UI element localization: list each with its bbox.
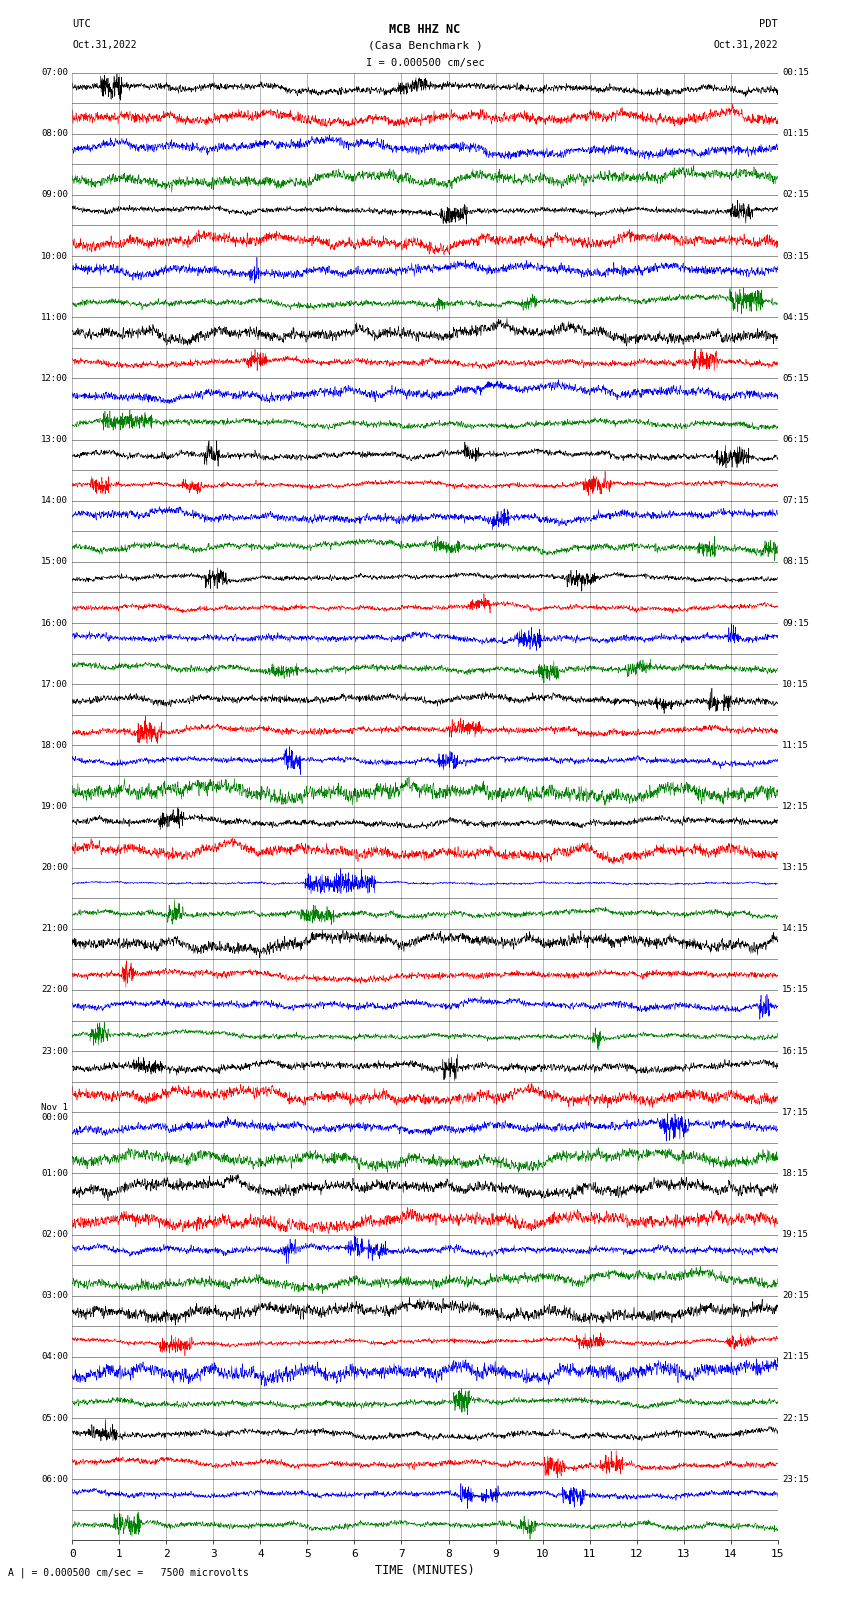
Text: I = 0.000500 cm/sec: I = 0.000500 cm/sec bbox=[366, 58, 484, 68]
Text: 21:00: 21:00 bbox=[41, 924, 68, 934]
Text: 09:15: 09:15 bbox=[782, 618, 809, 627]
Text: 12:00: 12:00 bbox=[41, 374, 68, 382]
Text: 15:00: 15:00 bbox=[41, 558, 68, 566]
Text: 05:15: 05:15 bbox=[782, 374, 809, 382]
Text: 01:00: 01:00 bbox=[41, 1169, 68, 1177]
Text: 16:15: 16:15 bbox=[782, 1047, 809, 1055]
Text: 10:00: 10:00 bbox=[41, 252, 68, 261]
Text: 03:15: 03:15 bbox=[782, 252, 809, 261]
Text: 08:00: 08:00 bbox=[41, 129, 68, 139]
Text: 11:00: 11:00 bbox=[41, 313, 68, 321]
Text: 02:15: 02:15 bbox=[782, 190, 809, 200]
Text: 20:15: 20:15 bbox=[782, 1292, 809, 1300]
Text: 15:15: 15:15 bbox=[782, 986, 809, 995]
X-axis label: TIME (MINUTES): TIME (MINUTES) bbox=[375, 1563, 475, 1576]
Text: A | = 0.000500 cm/sec =   7500 microvolts: A | = 0.000500 cm/sec = 7500 microvolts bbox=[8, 1568, 249, 1578]
Text: 17:15: 17:15 bbox=[782, 1108, 809, 1116]
Text: 04:15: 04:15 bbox=[782, 313, 809, 321]
Text: Oct.31,2022: Oct.31,2022 bbox=[713, 40, 778, 50]
Text: 22:00: 22:00 bbox=[41, 986, 68, 995]
Text: 02:00: 02:00 bbox=[41, 1231, 68, 1239]
Text: 19:00: 19:00 bbox=[41, 802, 68, 811]
Text: 04:00: 04:00 bbox=[41, 1352, 68, 1361]
Text: 19:15: 19:15 bbox=[782, 1231, 809, 1239]
Text: 20:00: 20:00 bbox=[41, 863, 68, 873]
Text: 18:15: 18:15 bbox=[782, 1169, 809, 1177]
Text: 11:15: 11:15 bbox=[782, 740, 809, 750]
Text: 13:00: 13:00 bbox=[41, 436, 68, 444]
Text: 09:00: 09:00 bbox=[41, 190, 68, 200]
Text: 05:00: 05:00 bbox=[41, 1413, 68, 1423]
Text: 13:15: 13:15 bbox=[782, 863, 809, 873]
Text: 23:00: 23:00 bbox=[41, 1047, 68, 1055]
Text: 17:00: 17:00 bbox=[41, 679, 68, 689]
Text: 21:15: 21:15 bbox=[782, 1352, 809, 1361]
Text: Oct.31,2022: Oct.31,2022 bbox=[72, 40, 137, 50]
Text: 18:00: 18:00 bbox=[41, 740, 68, 750]
Text: PDT: PDT bbox=[759, 19, 778, 29]
Text: 06:00: 06:00 bbox=[41, 1474, 68, 1484]
Text: MCB HHZ NC: MCB HHZ NC bbox=[389, 23, 461, 35]
Text: (Casa Benchmark ): (Casa Benchmark ) bbox=[367, 40, 483, 50]
Text: 08:15: 08:15 bbox=[782, 558, 809, 566]
Text: 06:15: 06:15 bbox=[782, 436, 809, 444]
Text: UTC: UTC bbox=[72, 19, 91, 29]
Text: 07:00: 07:00 bbox=[41, 68, 68, 77]
Text: 23:15: 23:15 bbox=[782, 1474, 809, 1484]
Text: 07:15: 07:15 bbox=[782, 497, 809, 505]
Text: 01:15: 01:15 bbox=[782, 129, 809, 139]
Text: 12:15: 12:15 bbox=[782, 802, 809, 811]
Text: 16:00: 16:00 bbox=[41, 618, 68, 627]
Text: 03:00: 03:00 bbox=[41, 1292, 68, 1300]
Text: 00:15: 00:15 bbox=[782, 68, 809, 77]
Text: 22:15: 22:15 bbox=[782, 1413, 809, 1423]
Text: 14:15: 14:15 bbox=[782, 924, 809, 934]
Text: 14:00: 14:00 bbox=[41, 497, 68, 505]
Text: Nov 1
00:00: Nov 1 00:00 bbox=[41, 1103, 68, 1123]
Text: 10:15: 10:15 bbox=[782, 679, 809, 689]
